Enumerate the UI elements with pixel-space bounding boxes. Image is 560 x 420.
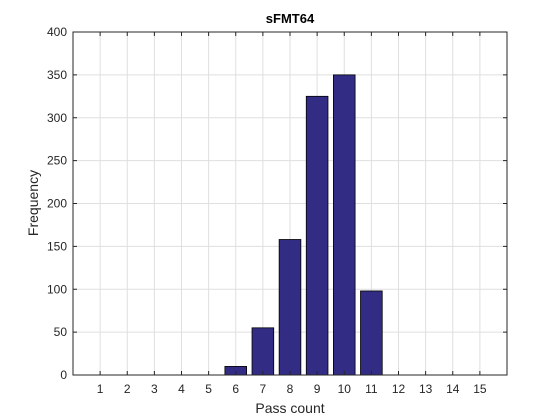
x-tick-label: 13	[419, 382, 433, 396]
chart-title: sFMT64	[266, 11, 315, 26]
y-tick-label: 300	[47, 111, 67, 125]
bar-7	[251, 327, 275, 376]
x-tick-label: 2	[124, 382, 131, 396]
x-tick-label: 14	[446, 382, 460, 396]
y-tick-label: 150	[47, 239, 67, 253]
x-tick-label: 9	[314, 382, 321, 396]
plot-area: 1 2 3 4 5 6 7 8 9 10 11 12 13 14 150501001502002503003…	[47, 25, 508, 396]
x-tick-label: 4	[178, 382, 185, 396]
y-tick-label: 400	[47, 25, 67, 39]
bar-8	[278, 239, 302, 376]
x-tick-label: 11	[365, 382, 378, 396]
x-tick-label: 12	[392, 382, 406, 396]
y-tick-label: 100	[47, 282, 67, 296]
x-tick-label: 8	[287, 382, 294, 396]
y-axis-label: Frequency	[25, 170, 41, 236]
y-tick-label: 250	[47, 154, 67, 168]
y-tick-label: 200	[47, 197, 67, 211]
bar-11	[360, 290, 383, 376]
x-tick-label: 3	[151, 382, 158, 396]
bar-10	[332, 74, 356, 376]
x-tick-label: 7	[260, 382, 267, 396]
y-tick-label: 350	[47, 68, 67, 82]
bar-9	[305, 95, 329, 376]
y-tick-label: 0	[60, 368, 67, 382]
y-tick-label: 50	[54, 325, 68, 339]
x-tick-label: 15	[473, 382, 487, 396]
x-axis-label: Pass count	[255, 400, 324, 416]
x-tick-label: 1	[97, 382, 104, 396]
x-tick-label: 5	[205, 382, 212, 396]
x-tick-label: 6	[232, 382, 239, 396]
x-tick-label: 10	[338, 382, 352, 396]
